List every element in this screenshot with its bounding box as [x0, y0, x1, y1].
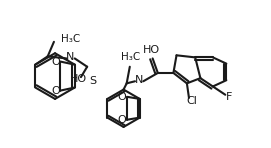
Text: S: S	[89, 76, 96, 86]
Text: HO: HO	[70, 74, 88, 84]
Text: Cl: Cl	[187, 96, 198, 106]
Text: O: O	[52, 57, 60, 67]
Text: O: O	[52, 86, 60, 96]
Text: N: N	[66, 52, 75, 62]
Text: F: F	[226, 92, 233, 102]
Text: O: O	[118, 115, 127, 125]
Text: HO: HO	[143, 45, 160, 55]
Text: H₃C: H₃C	[61, 34, 80, 44]
Text: N: N	[135, 75, 143, 85]
Text: O: O	[118, 92, 127, 102]
Text: H₃C: H₃C	[121, 52, 140, 62]
